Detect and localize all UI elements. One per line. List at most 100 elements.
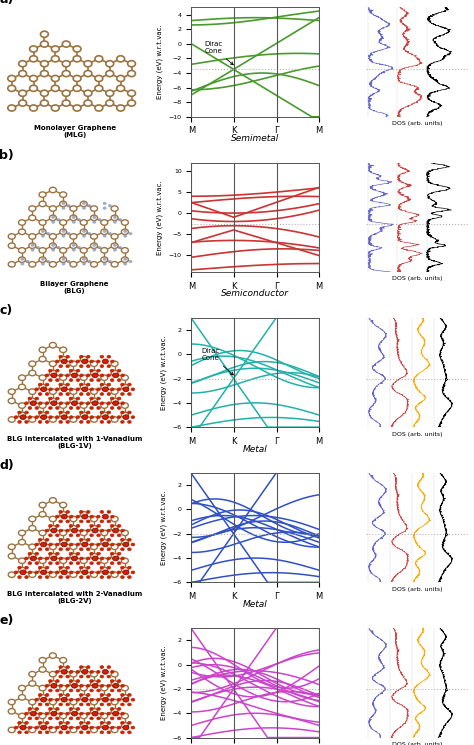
Circle shape xyxy=(131,416,135,419)
Circle shape xyxy=(41,262,45,265)
Circle shape xyxy=(70,727,77,732)
Circle shape xyxy=(39,723,46,728)
Circle shape xyxy=(117,397,121,400)
Circle shape xyxy=(128,576,131,579)
Circle shape xyxy=(60,247,67,253)
Text: DOS (arb. units): DOS (arb. units) xyxy=(392,431,443,437)
Y-axis label: Energy (eV) w.r.t.vac.: Energy (eV) w.r.t.vac. xyxy=(160,490,167,565)
Circle shape xyxy=(121,384,128,390)
Text: Semimetal: Semimetal xyxy=(231,134,279,143)
Circle shape xyxy=(69,689,73,692)
Circle shape xyxy=(117,708,121,710)
Circle shape xyxy=(46,548,49,551)
Circle shape xyxy=(101,568,108,573)
Circle shape xyxy=(30,556,36,561)
Circle shape xyxy=(101,685,108,691)
Circle shape xyxy=(84,100,92,106)
Circle shape xyxy=(60,658,67,663)
Circle shape xyxy=(35,562,39,565)
Y-axis label: Energy (eV) w.r.t.vac.: Energy (eV) w.r.t.vac. xyxy=(160,335,167,410)
Text: Dirac
Cone: Dirac Cone xyxy=(201,349,233,375)
Circle shape xyxy=(90,378,93,381)
Circle shape xyxy=(86,520,90,523)
Circle shape xyxy=(46,703,49,706)
Circle shape xyxy=(120,721,124,724)
Circle shape xyxy=(28,552,32,555)
Circle shape xyxy=(107,411,110,414)
Circle shape xyxy=(100,510,104,513)
Circle shape xyxy=(82,514,88,519)
Circle shape xyxy=(124,258,127,261)
Circle shape xyxy=(84,71,92,77)
Circle shape xyxy=(66,393,70,396)
Circle shape xyxy=(49,572,56,577)
Circle shape xyxy=(128,393,131,396)
Circle shape xyxy=(29,389,36,394)
Circle shape xyxy=(131,726,135,729)
Circle shape xyxy=(86,420,90,423)
Circle shape xyxy=(120,393,124,396)
Circle shape xyxy=(25,576,28,579)
Circle shape xyxy=(8,75,16,81)
Circle shape xyxy=(66,694,70,697)
Circle shape xyxy=(40,41,48,47)
Circle shape xyxy=(86,510,90,513)
Circle shape xyxy=(52,216,55,218)
Circle shape xyxy=(59,520,63,523)
Circle shape xyxy=(8,261,15,267)
Circle shape xyxy=(55,552,59,555)
Circle shape xyxy=(80,723,87,728)
Circle shape xyxy=(8,554,15,559)
Circle shape xyxy=(46,383,49,386)
Circle shape xyxy=(80,220,87,225)
Circle shape xyxy=(8,727,15,732)
Circle shape xyxy=(51,75,59,81)
Circle shape xyxy=(97,726,100,729)
Circle shape xyxy=(51,105,59,111)
Circle shape xyxy=(59,420,63,423)
Circle shape xyxy=(18,539,26,545)
Circle shape xyxy=(110,543,114,546)
Circle shape xyxy=(120,383,124,386)
Circle shape xyxy=(91,544,98,550)
Circle shape xyxy=(121,712,125,715)
Circle shape xyxy=(107,576,110,579)
Circle shape xyxy=(51,46,59,52)
Circle shape xyxy=(97,552,100,555)
Circle shape xyxy=(59,576,63,579)
Circle shape xyxy=(100,539,104,541)
Circle shape xyxy=(49,698,53,701)
Circle shape xyxy=(100,548,104,551)
Circle shape xyxy=(80,557,83,559)
Y-axis label: Energy (eV) w.r.t.vac.: Energy (eV) w.r.t.vac. xyxy=(160,645,167,720)
Circle shape xyxy=(29,544,36,550)
Circle shape xyxy=(8,105,16,111)
Circle shape xyxy=(55,689,59,692)
Circle shape xyxy=(52,221,55,223)
Circle shape xyxy=(55,378,59,381)
Circle shape xyxy=(8,389,15,394)
Circle shape xyxy=(39,192,46,197)
Circle shape xyxy=(29,398,36,404)
Circle shape xyxy=(66,539,70,541)
Circle shape xyxy=(117,56,125,62)
Circle shape xyxy=(60,347,67,352)
Circle shape xyxy=(8,416,15,422)
Circle shape xyxy=(107,539,110,541)
Circle shape xyxy=(107,694,110,697)
Circle shape xyxy=(46,420,49,423)
Circle shape xyxy=(69,552,73,555)
Circle shape xyxy=(70,708,77,714)
Circle shape xyxy=(35,416,38,419)
Circle shape xyxy=(28,708,32,710)
Circle shape xyxy=(49,243,56,248)
Circle shape xyxy=(90,717,93,720)
Circle shape xyxy=(55,516,59,518)
Circle shape xyxy=(69,543,73,546)
Circle shape xyxy=(91,261,98,267)
Circle shape xyxy=(57,218,60,221)
Circle shape xyxy=(66,721,70,724)
Circle shape xyxy=(41,697,47,702)
Circle shape xyxy=(18,721,21,724)
Circle shape xyxy=(20,725,26,730)
